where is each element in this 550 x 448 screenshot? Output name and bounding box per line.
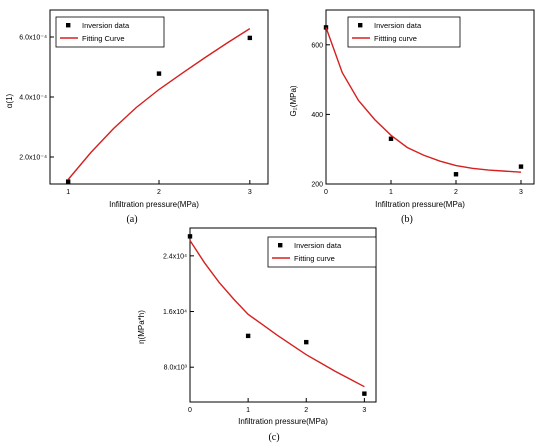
panel-a-fitting-curve bbox=[67, 28, 251, 180]
panel-c-x-tick-label: 2 bbox=[304, 407, 308, 414]
panel-b-y-axis-label: G₂(MPa) bbox=[289, 85, 298, 116]
panel-c-data-point bbox=[187, 234, 193, 239]
panel-b-x-axis-label: Infiltration pressure(MPa) bbox=[375, 200, 465, 209]
panel-b-data-point bbox=[518, 164, 524, 169]
panel-b-data-point bbox=[388, 136, 394, 141]
panel-c-x-axis-label: Infiltration pressure(MPa) bbox=[238, 417, 328, 426]
panel-b-x-tick-label: 0 bbox=[324, 189, 328, 196]
panel-b-x-tick-label: 2 bbox=[454, 189, 458, 196]
panel-a-x-tick-label: 2 bbox=[157, 189, 161, 196]
panel-c-label: (c) bbox=[268, 432, 279, 443]
panel-c-y-axis-label: η(MPa*h) bbox=[137, 310, 146, 344]
panel-c-legend-entry: Fitting curve bbox=[294, 254, 335, 263]
panel-a-legend-entry: Fitting Curve bbox=[82, 34, 125, 43]
panel-c-x-tick-label: 3 bbox=[362, 407, 366, 414]
panel-b-y-tick-label: 400 bbox=[311, 112, 323, 119]
panel-a: (a) Infiltration pressure(MPa) α(1) 1 2 3 2… bbox=[5, 9, 269, 225]
panel-a-x-axis-label: Infiltration pressure(MPa) bbox=[109, 200, 199, 209]
panel-b-legend-box bbox=[347, 16, 461, 48]
panel-c-data-point bbox=[362, 391, 367, 396]
panel-c-fitting-curve bbox=[189, 240, 365, 388]
panel-c: (c) Infiltration pressure(MPa) η(MPa*h) … bbox=[137, 227, 377, 443]
panel-a-legend-box bbox=[55, 16, 165, 48]
panel-c-data-point bbox=[245, 333, 251, 339]
panel-b-fitting-curve bbox=[325, 27, 522, 173]
panel-a-y-axis-label: α(1) bbox=[5, 93, 14, 108]
panel-a-x-tick-label: 3 bbox=[248, 189, 252, 196]
panel-a-legend-marker bbox=[66, 23, 71, 28]
panel-b-legend-marker bbox=[358, 23, 363, 28]
panel-a-x-tick-label: 1 bbox=[66, 189, 70, 196]
panel-b-x-tick-label: 3 bbox=[519, 189, 523, 196]
panel-c-data-point bbox=[304, 339, 309, 345]
panel-c-legend-marker bbox=[278, 243, 283, 248]
panel-b-label: (b) bbox=[401, 214, 413, 225]
panel-a-data-point bbox=[247, 35, 253, 41]
panel-a-y-tick-label: 4.0x10⁻⁴ bbox=[19, 95, 47, 102]
panel-b-legend-entry: Inversion data bbox=[374, 21, 422, 30]
panel-b-data-point bbox=[453, 172, 459, 177]
panel-c-legend-box bbox=[267, 236, 377, 268]
panel-b-x-tick-label: 1 bbox=[389, 189, 393, 196]
panel-c-x-tick-label: 1 bbox=[246, 407, 250, 414]
panel-b-y-tick-label: 200 bbox=[311, 182, 323, 189]
panel-b: (b) Infiltration pressure(MPa) G₂(MPa) 0… bbox=[289, 9, 535, 225]
panel-b-plot-frame bbox=[325, 9, 535, 185]
panel-a-data-point bbox=[65, 179, 71, 184]
panel-b-legend-entry: Fittting curve bbox=[374, 34, 417, 43]
panel-a-y-tick-label: 6.0x10⁻⁴ bbox=[19, 35, 47, 42]
panel-c-legend-entry: Inversion data bbox=[294, 241, 342, 250]
panel-a-legend-entry: Inversion data bbox=[82, 21, 130, 30]
panel-c-x-tick-label: 0 bbox=[188, 407, 192, 414]
panel-a-y-tick-label: 2.0x10⁻⁴ bbox=[19, 155, 47, 162]
panel-c-y-tick-label: 2.4x10⁴ bbox=[163, 253, 187, 260]
panel-a-label: (a) bbox=[126, 214, 137, 225]
panel-c-y-tick-label: 8.0x10³ bbox=[164, 365, 188, 372]
panel-c-y-tick-label: 1.6x10⁴ bbox=[163, 309, 187, 316]
panel-c-plot-frame bbox=[189, 227, 377, 403]
panel-b-y-tick-label: 600 bbox=[311, 42, 323, 49]
panel-a-data-point bbox=[156, 71, 162, 76]
